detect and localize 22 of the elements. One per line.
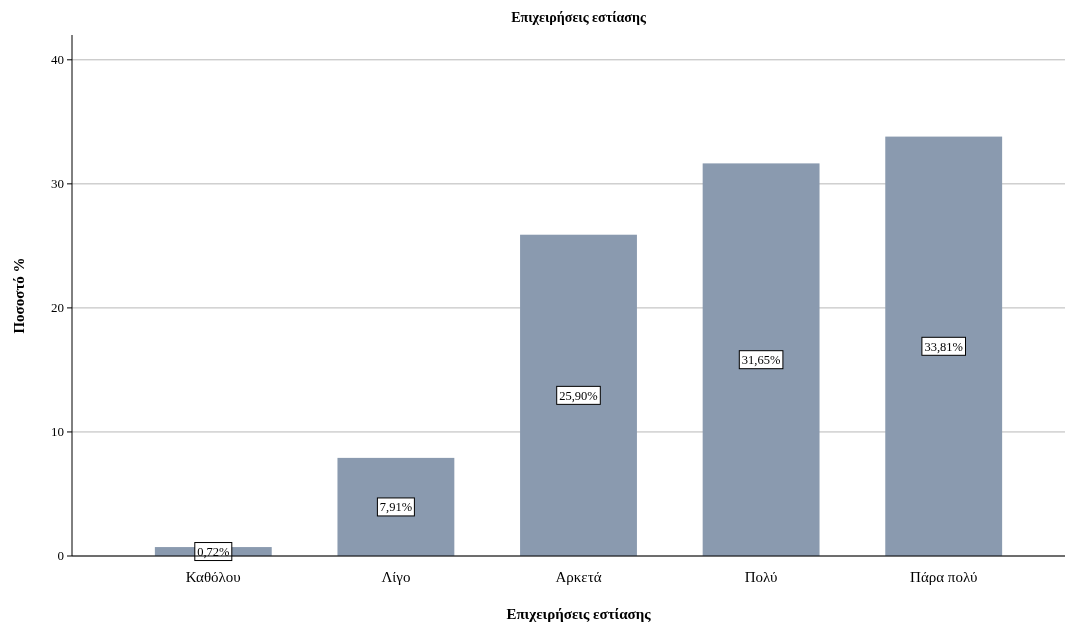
y-tick-label: 30 [51, 175, 64, 191]
x-tick-label: Πάρα πολύ [910, 569, 978, 585]
data-label: 0,72% [197, 545, 230, 560]
bar [520, 234, 637, 556]
data-label: 7,91% [379, 500, 413, 515]
y-tick-label: 0 [57, 548, 64, 563]
bar [885, 136, 1003, 556]
data-label: 31,65% [741, 353, 781, 368]
y-tick-label: 20 [51, 299, 64, 315]
data-label: 25,90% [559, 388, 598, 403]
bar [337, 457, 455, 556]
y-tick-label: 40 [51, 51, 64, 67]
x-axis-title: Επιχειρήσεις εστίασης [506, 606, 652, 622]
x-tick-label: Αρκετά [555, 569, 602, 585]
x-tick-label: Καθόλου [185, 569, 241, 585]
y-tick-label: 10 [51, 423, 64, 439]
data-label: 33,81% [924, 339, 963, 354]
x-tick-label: Πολύ [744, 569, 778, 585]
bar [702, 163, 820, 556]
y-axis-title: Ποσοστό % [11, 257, 27, 334]
x-tick-label: Λίγο [381, 569, 411, 585]
chart-title: Επιχειρήσεις εστίασης [511, 10, 647, 25]
